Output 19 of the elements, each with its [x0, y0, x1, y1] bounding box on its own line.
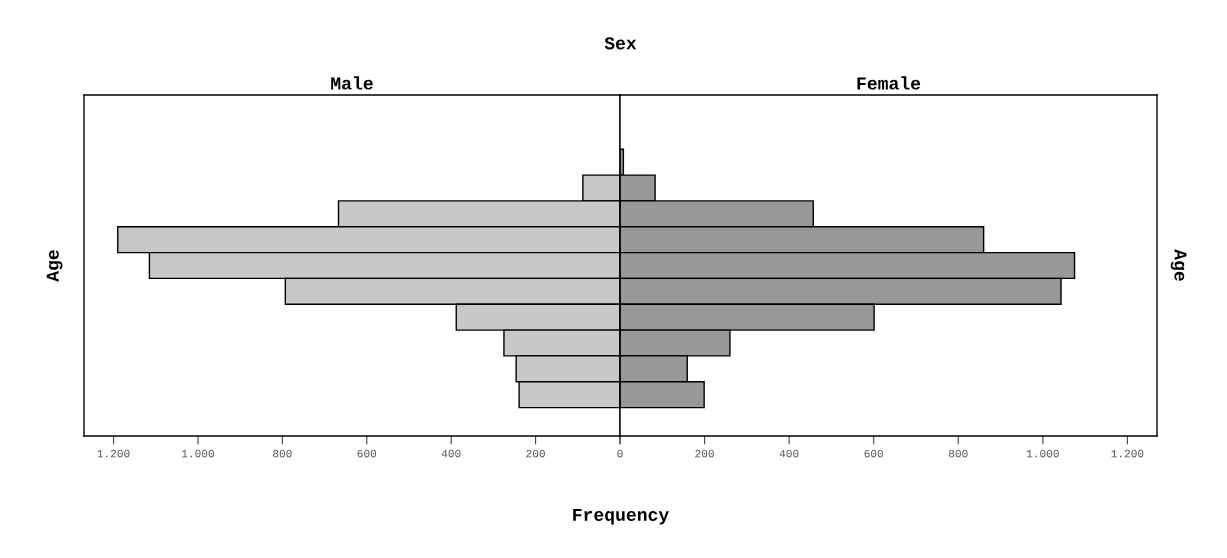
x-tick-label: 800 — [948, 449, 968, 458]
x-tick-label: 400 — [779, 449, 799, 458]
x-tick-label: 800 — [273, 449, 292, 458]
text: Sex — [604, 37, 637, 50]
chart-title: Male — [331, 76, 373, 90]
y-axis-title: Age — [46, 250, 63, 282]
x-axis-title: Frequency — [573, 508, 669, 525]
x-tick-label: 200 — [526, 449, 545, 458]
x-tick-label: 1.000 — [1026, 449, 1059, 458]
x-tick-label: 400 — [441, 449, 461, 458]
x-tick-label: 1.200 — [1111, 449, 1144, 458]
x-tick-label: 200 — [695, 449, 714, 458]
x-tick-label: 600 — [864, 449, 884, 458]
x-tick-label: 1.000 — [182, 449, 214, 458]
chart-title: Female — [857, 76, 921, 90]
y2-axis-title: Age — [1170, 249, 1187, 281]
x-tick-label: 0 — [617, 449, 623, 458]
x-tick-label: 1.200 — [97, 449, 130, 458]
x-tick-label: 600 — [357, 449, 377, 458]
